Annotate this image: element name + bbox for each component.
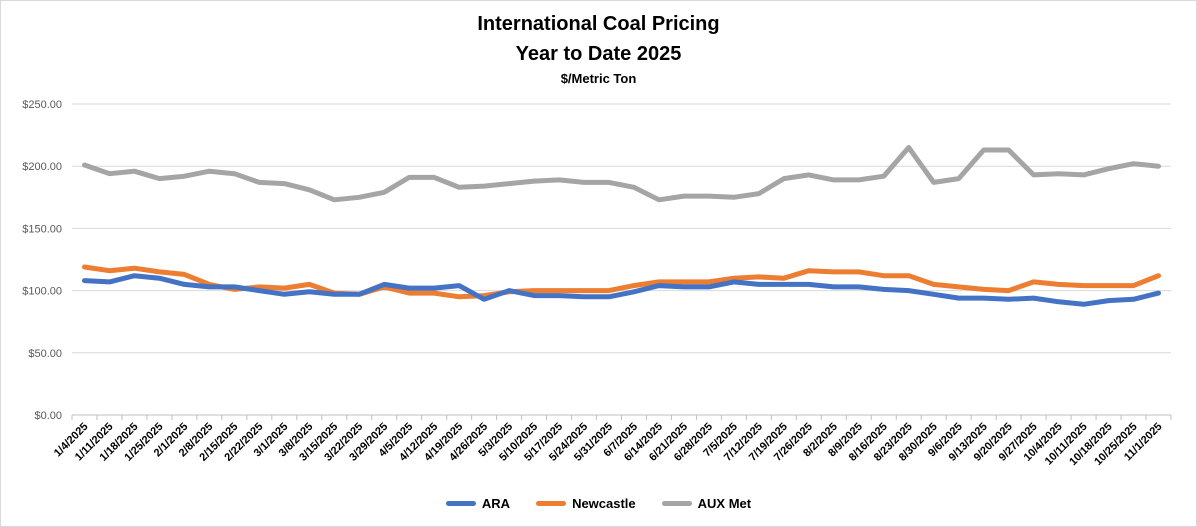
series-line-newcastle	[82, 264, 1161, 300]
legend-item-newcastle: Newcastle	[536, 496, 636, 511]
y-tick-label: $200.00	[22, 161, 62, 173]
legend-item-ara: ARA	[445, 496, 511, 511]
y-tick-label: $0.00	[34, 410, 62, 422]
series-line-aux-met	[82, 145, 1161, 203]
legend-label-ara: ARA	[481, 496, 511, 511]
y-tick-label: $100.00	[22, 286, 62, 298]
legend-label-aux-met: AUX Met	[697, 496, 752, 511]
series-lines	[82, 145, 1161, 307]
legend-item-aux-met: AUX Met	[661, 496, 752, 511]
y-axis-ticks: $0.00 $50.00 $100.00 $150.00 $200.00 $250.00	[22, 99, 62, 422]
legend: ARA Newcastle AUX Met	[0, 496, 1197, 511]
legend-swatch-aux-met	[661, 501, 692, 506]
chart-title: International Coal Pricing	[477, 13, 720, 35]
chart-units: $/Metric Ton	[560, 71, 637, 86]
y-tick-label: $250.00	[22, 99, 62, 111]
series-line-ara	[82, 273, 1161, 307]
legend-swatch-ara	[445, 501, 476, 506]
legend-label-newcastle: Newcastle	[572, 496, 636, 511]
legend-swatch-newcastle	[536, 501, 567, 506]
x-axis-ticks: 1/4/20251/11/20251/18/20251/25/20252/1/2…	[52, 415, 1172, 468]
y-tick-label: $50.00	[28, 348, 62, 360]
chart-subtitle: Year to Date 2025	[515, 43, 682, 65]
y-tick-label: $150.00	[22, 223, 62, 235]
